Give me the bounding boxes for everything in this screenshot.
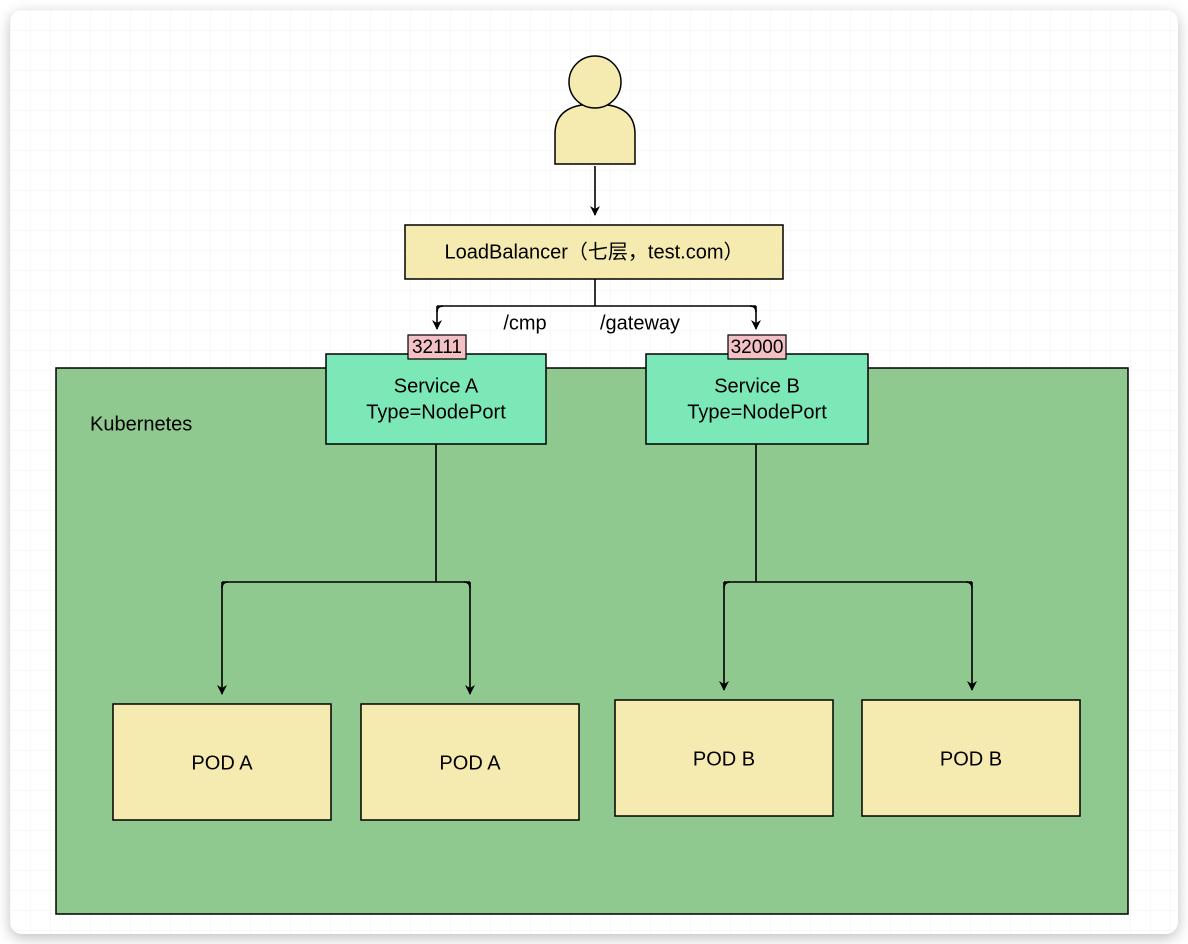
diagram-svg: Kubernetes Service A Type=NodePort Servi… [10, 10, 1178, 934]
kubernetes-label: Kubernetes [90, 413, 192, 435]
service-b-box [646, 354, 868, 444]
service-a-box [326, 354, 546, 444]
service-a-type: Type=NodePort [366, 401, 506, 423]
service-b-port: 32000 [731, 337, 784, 358]
pod-a1-label: POD A [191, 752, 253, 774]
pod-b2-label: POD B [940, 748, 1002, 770]
diagram-frame: Kubernetes Service A Type=NodePort Servi… [10, 10, 1178, 934]
service-b-type: Type=NodePort [687, 401, 827, 423]
service-a-port: 32111 [412, 337, 462, 358]
edge-label-cmp: /cmp [503, 312, 546, 334]
service-a-title: Service A [394, 375, 479, 397]
edge-label-gateway: /gateway [600, 312, 680, 334]
kubernetes-container [56, 368, 1128, 914]
pod-b1-label: POD B [693, 748, 755, 770]
pod-a2-label: POD A [439, 752, 501, 774]
loadbalancer-label: LoadBalancer（七层，test.com） [444, 240, 743, 263]
service-b-title: Service B [714, 375, 800, 397]
